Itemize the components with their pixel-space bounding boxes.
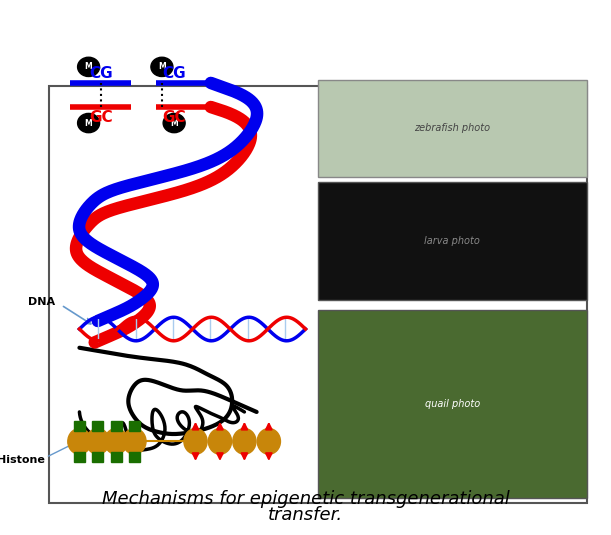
Circle shape <box>78 57 100 77</box>
FancyBboxPatch shape <box>318 310 587 498</box>
Ellipse shape <box>233 429 256 454</box>
Text: quail photo: quail photo <box>425 399 480 409</box>
FancyBboxPatch shape <box>49 86 587 503</box>
FancyBboxPatch shape <box>74 421 85 431</box>
Text: Mechanisms for epigenetic transgenerational: Mechanisms for epigenetic transgeneratio… <box>101 490 510 508</box>
Ellipse shape <box>104 429 128 454</box>
Circle shape <box>78 113 100 133</box>
Text: DNA: DNA <box>28 297 55 307</box>
Ellipse shape <box>123 429 146 454</box>
FancyBboxPatch shape <box>318 182 587 300</box>
FancyBboxPatch shape <box>111 421 122 431</box>
Text: larva photo: larva photo <box>424 236 480 246</box>
Ellipse shape <box>184 429 207 454</box>
Circle shape <box>151 57 173 77</box>
Ellipse shape <box>86 429 109 454</box>
Text: GC: GC <box>89 110 112 125</box>
FancyBboxPatch shape <box>129 452 140 462</box>
FancyBboxPatch shape <box>129 421 140 431</box>
Text: M: M <box>85 63 92 71</box>
FancyBboxPatch shape <box>74 452 85 462</box>
FancyBboxPatch shape <box>92 421 103 431</box>
Text: transfer.: transfer. <box>268 506 343 524</box>
Text: CG: CG <box>89 66 112 81</box>
FancyBboxPatch shape <box>318 80 587 177</box>
Text: Histone: Histone <box>0 455 45 465</box>
Ellipse shape <box>68 429 91 454</box>
FancyBboxPatch shape <box>111 452 122 462</box>
Text: zebrafish photo: zebrafish photo <box>414 124 490 133</box>
FancyBboxPatch shape <box>92 452 103 462</box>
Text: GC: GC <box>162 110 186 125</box>
Text: CG: CG <box>162 66 186 81</box>
Text: M: M <box>170 119 178 127</box>
Text: M: M <box>85 119 92 127</box>
Ellipse shape <box>257 429 280 454</box>
Circle shape <box>163 113 185 133</box>
Ellipse shape <box>208 429 232 454</box>
Text: M: M <box>158 63 166 71</box>
